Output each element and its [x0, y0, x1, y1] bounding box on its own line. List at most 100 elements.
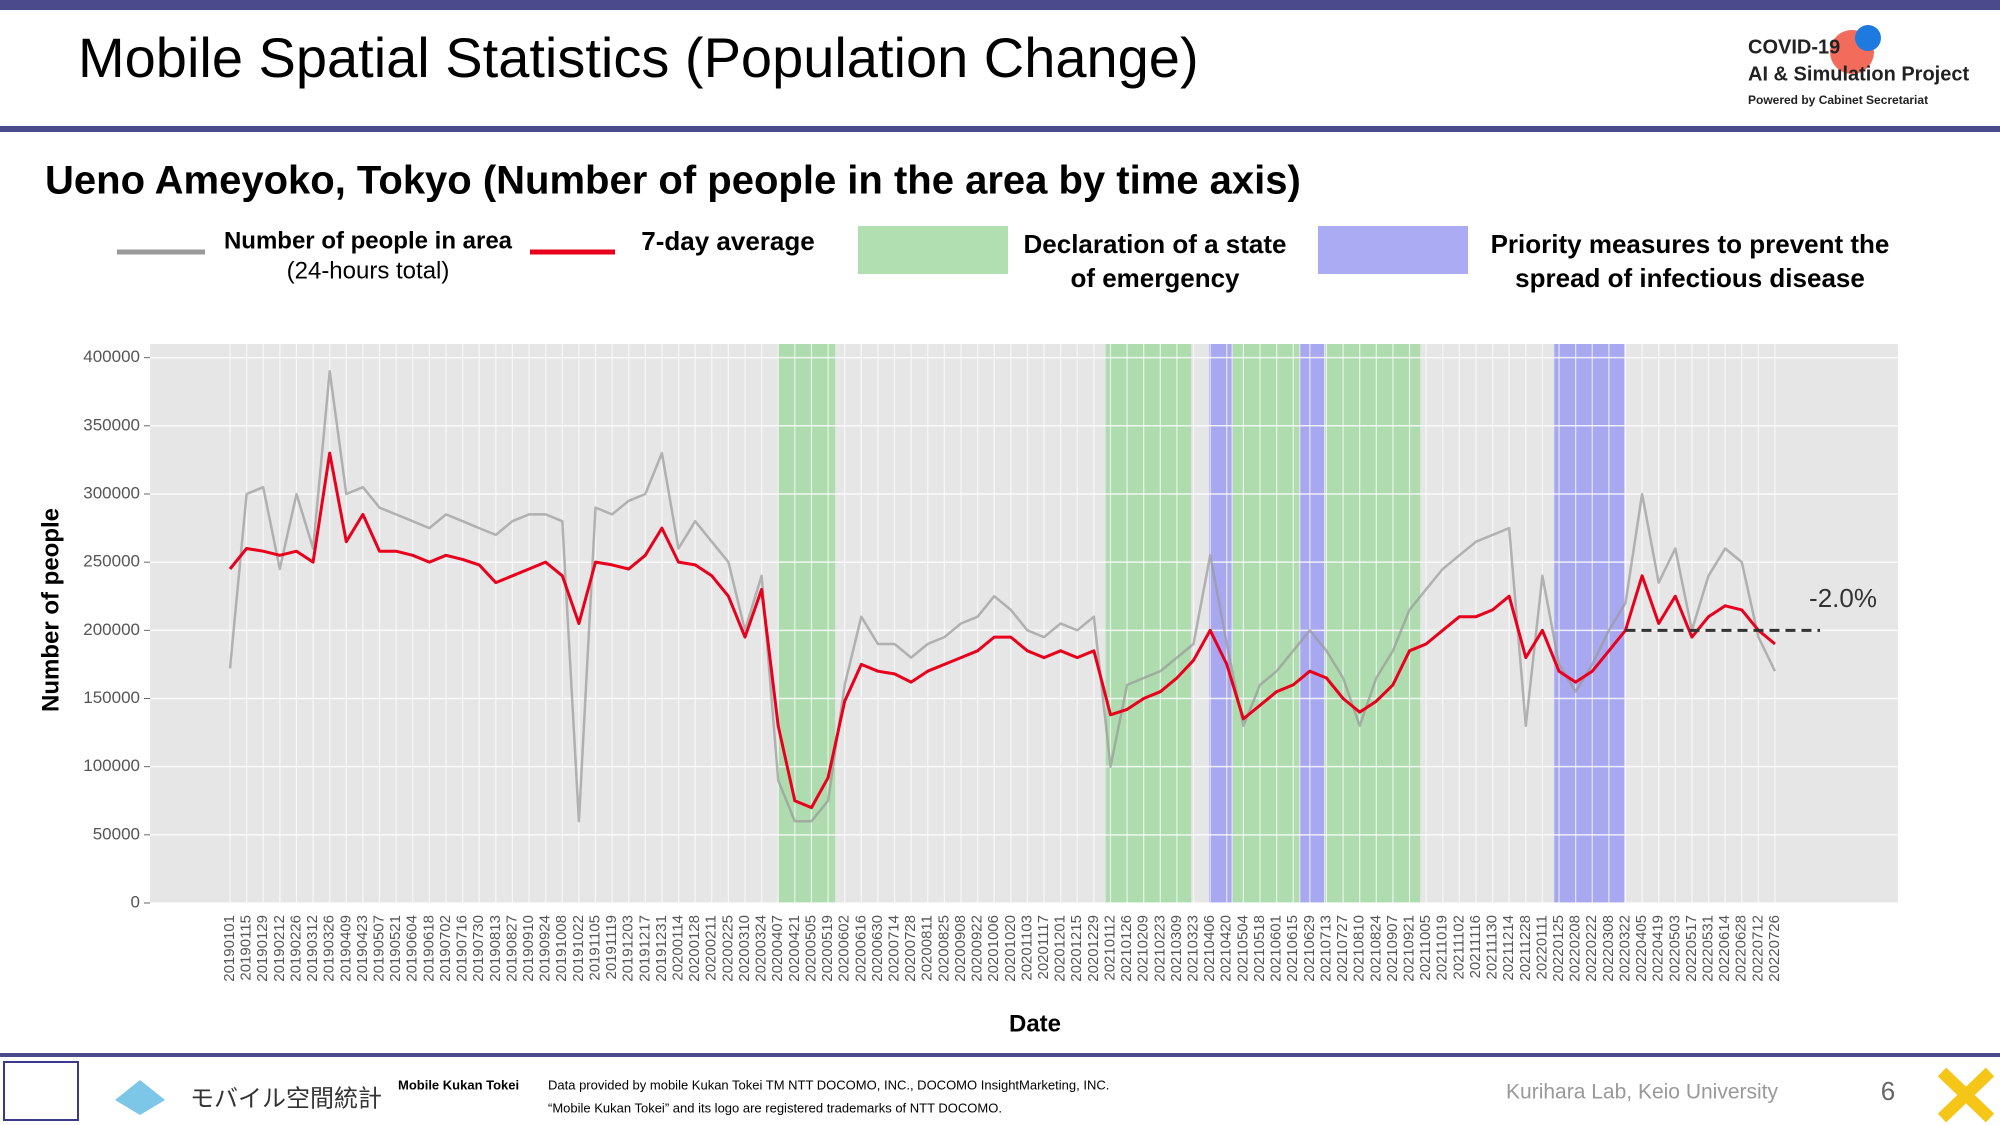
- x-tick-label: 20210713: [1317, 915, 1334, 982]
- brand-name: モバイル空間統計: [190, 1085, 382, 1112]
- x-tick-label: 20191217: [636, 915, 653, 982]
- x-tick-label: 20190212: [271, 915, 288, 982]
- corner-logo: [1937, 1067, 1995, 1123]
- x-tick-label: 20210323: [1185, 915, 1202, 982]
- x-tick-label: 20200602: [836, 915, 853, 982]
- x-tick-label: 20190604: [404, 915, 421, 982]
- x-tick-label: 20211102: [1450, 915, 1467, 980]
- y-tick-label: 250000: [83, 552, 140, 571]
- y-tick-label: 200000: [83, 620, 140, 639]
- x-tick-label: 20191105: [586, 915, 603, 981]
- x-tick-label: 20211116: [1467, 915, 1484, 978]
- logo-text: AI & Simulation Project: [1748, 63, 1969, 85]
- x-tick-label: 20210921: [1400, 915, 1417, 982]
- average-line: [228, 451, 1776, 810]
- x-tick-label: 20200114: [670, 915, 687, 981]
- x-tick-label: 20200922: [969, 915, 986, 982]
- y-tick-label: 350000: [83, 415, 140, 434]
- brand-en: Mobile Kukan Tokei: [398, 1077, 519, 1092]
- x-tick-label: 20190924: [537, 915, 554, 982]
- shaded-period: [1105, 344, 1192, 903]
- x-tick-label: 20210126: [1118, 915, 1135, 982]
- x-tick-label: 20201229: [1085, 915, 1102, 982]
- x-tick-label: 20201215: [1068, 915, 1085, 982]
- shaded-period: [1325, 344, 1421, 903]
- y-axis-label: Number of people: [37, 508, 64, 712]
- x-tick-label: 20200421: [786, 915, 803, 982]
- x-tick-label: 20190730: [470, 915, 487, 982]
- x-tick-label: 20190115: [238, 915, 255, 981]
- x-tick-label: 20211130: [1484, 915, 1501, 980]
- x-tick-label: 20200324: [753, 915, 770, 982]
- footer-rule: [0, 1053, 2000, 1057]
- x-tick-label: 20220726: [1766, 915, 1783, 982]
- x-tick-label: 20211019: [1434, 915, 1451, 981]
- x-tick-label: 20220517: [1683, 915, 1700, 982]
- x-tick-label: 20201020: [1002, 915, 1019, 982]
- legend-label: Declaration of a state: [1024, 229, 1287, 259]
- x-tick-label: 20190101: [221, 915, 238, 982]
- x-tick-label: 20211228: [1517, 915, 1534, 981]
- x-tick-label: 20200630: [869, 915, 886, 982]
- legend-swatch: [858, 226, 1008, 274]
- x-tick-label: 20190423: [354, 915, 371, 982]
- x-tick-label: 20201201: [1052, 915, 1069, 982]
- x-tick-label: 20220222: [1583, 915, 1600, 982]
- shaded-period: [1300, 344, 1325, 903]
- x-axis-label: Date: [1009, 1010, 1061, 1037]
- legend-label: spread of infectious disease: [1515, 263, 1865, 293]
- x-tick-label: 20220308: [1600, 915, 1617, 982]
- x-tick-label: 20210309: [1168, 915, 1185, 982]
- x-tick-label: 20210112: [1101, 915, 1118, 981]
- x-tick-label: 20220712: [1749, 915, 1766, 982]
- legend-swatch: [1318, 226, 1468, 274]
- x-tick-label: 20210209: [1135, 915, 1152, 982]
- x-tick-label: 20200310: [736, 915, 753, 982]
- shaded-period: [1232, 344, 1300, 903]
- y-tick-label: 300000: [83, 483, 140, 502]
- x-tick-label: 20210518: [1251, 915, 1268, 982]
- legend-label: of emergency: [1070, 263, 1240, 293]
- x-tick-label: 20190716: [454, 915, 471, 982]
- legend-label: 7-day average: [641, 226, 814, 256]
- brand-icon: [115, 1080, 165, 1115]
- x-tick-label: 20220405: [1633, 915, 1650, 982]
- logo-text: Powered by Cabinet Secretariat: [1748, 93, 1928, 107]
- logo-dot: [1855, 25, 1881, 51]
- y-tick-label: 400000: [83, 347, 140, 366]
- x-tick-label: 20190813: [487, 915, 504, 982]
- x-tick-label: 20200407: [769, 915, 786, 982]
- page-number: 6: [1881, 1076, 1895, 1106]
- x-tick-label: 20200211: [703, 915, 720, 981]
- x-tick-label: 20190409: [337, 915, 354, 982]
- x-tick-label: 20200128: [686, 915, 703, 982]
- logo-text: COVID-19: [1748, 36, 1840, 58]
- x-tick-label: 20190827: [503, 915, 520, 982]
- x-tick-label: 20200225: [719, 915, 736, 982]
- x-tick-label: 20210223: [1151, 915, 1168, 982]
- lab-logo: [3, 1061, 79, 1121]
- shaded-period: [778, 344, 836, 903]
- x-tick-label: 20210810: [1351, 915, 1368, 982]
- x-tick-label: 20201103: [1018, 915, 1035, 981]
- x-tick-label: 20220628: [1733, 915, 1750, 982]
- x-tick-label: 20210824: [1367, 915, 1384, 982]
- annotation: -2.0%: [1809, 583, 1877, 613]
- x-tick-label: 20220125: [1550, 915, 1567, 982]
- x-tick-label: 20200908: [952, 915, 969, 982]
- x-tick-label: 20220503: [1666, 915, 1683, 982]
- x-tick-label: 20190702: [437, 915, 454, 982]
- x-tick-label: 20190507: [370, 915, 387, 982]
- x-tick-label: 20200811: [919, 915, 936, 981]
- slide-title: Mobile Spatial Statistics (Population Ch…: [78, 26, 1199, 89]
- x-tick-label: 20201117: [1035, 915, 1052, 980]
- x-tick-label: 20220531: [1700, 915, 1717, 982]
- x-tick-label: 20220111: [1533, 915, 1550, 980]
- legend-label: (24-hours total): [287, 257, 450, 284]
- x-tick-label: 20210406: [1201, 915, 1218, 982]
- y-tick-label: 100000: [83, 756, 140, 775]
- x-tick-label: 20191022: [570, 915, 587, 982]
- x-tick-label: 20200519: [819, 915, 836, 982]
